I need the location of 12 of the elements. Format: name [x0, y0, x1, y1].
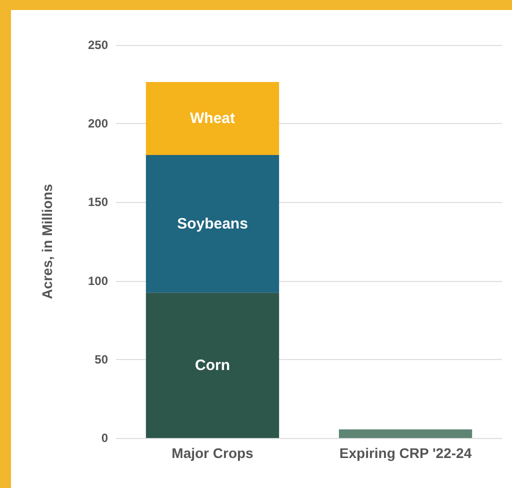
- y-tick-label: 100: [88, 274, 108, 288]
- series-label: Corn: [195, 356, 230, 374]
- y-tick-label: 200: [88, 116, 108, 131]
- y-tick-label: 50: [94, 352, 108, 366]
- series-label: Soybeans: [177, 215, 248, 232]
- x-tick-label: Major Crops: [172, 445, 254, 461]
- y-tick-label: 150: [88, 195, 108, 210]
- series-label: Wheat: [190, 110, 236, 127]
- y-tick-label: 250: [88, 38, 108, 52]
- x-tick-label: Expiring CRP '22-24: [339, 445, 472, 461]
- y-tick-label: 0: [101, 431, 108, 445]
- y-axis-title: Acres, in Millions: [39, 184, 55, 300]
